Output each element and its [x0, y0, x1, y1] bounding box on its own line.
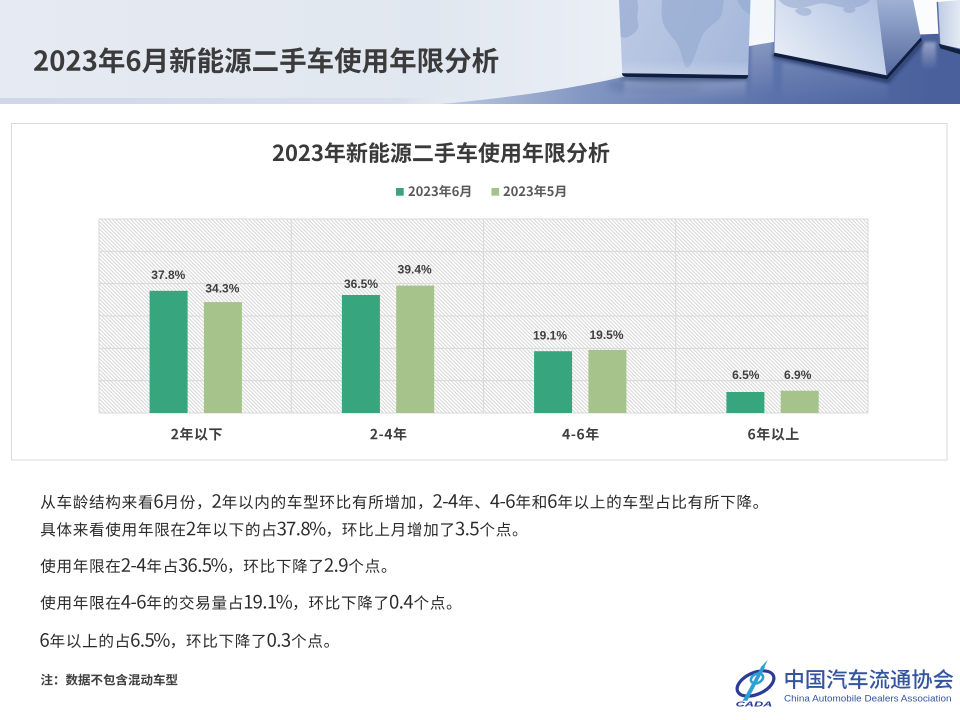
svg-text:6.9%: 6.9% [784, 368, 812, 382]
svg-text:34.3%: 34.3% [205, 282, 239, 296]
svg-text:China Automobile Dealers Assoc: China Automobile Dealers Association [784, 693, 952, 704]
svg-text:36.5%: 36.5% [344, 277, 378, 291]
svg-text:39.4%: 39.4% [398, 263, 432, 277]
svg-text:19.1%: 19.1% [533, 329, 567, 343]
svg-text:CADA: CADA [736, 701, 773, 709]
svg-text:19.5%: 19.5% [589, 328, 623, 342]
svg-text:37.8%: 37.8% [151, 268, 185, 282]
svg-text:6.5%: 6.5% [732, 368, 760, 382]
